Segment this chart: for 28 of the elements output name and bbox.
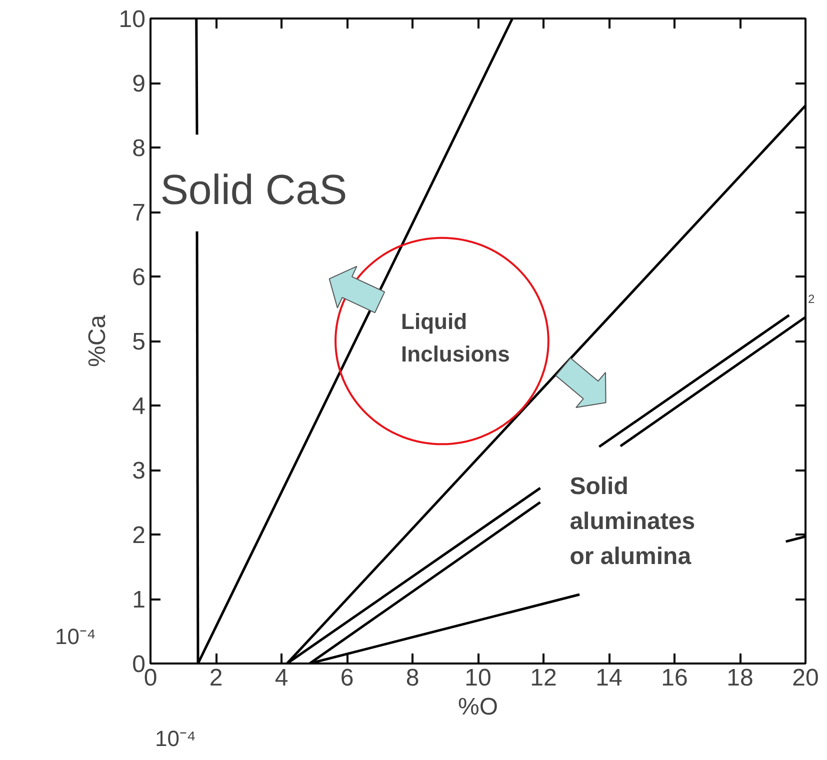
y-tick-label: 5 [132, 328, 146, 356]
y-tick-label: 4 [132, 393, 146, 420]
x-axis-title: %O [458, 694, 498, 720]
x-tick-label: 12 [530, 664, 557, 692]
x-tick-label: 10 [464, 664, 492, 692]
annotation: Liquid Inclusions [401, 309, 510, 367]
y-tick-label: 10 [118, 6, 146, 33]
x-tick-label: 2 [209, 664, 223, 692]
x-tick-label: 6 [340, 664, 354, 692]
y-tick-label: 2 [132, 522, 146, 549]
text: 10⁻⁴ [155, 725, 196, 752]
x-tick-label: 16 [661, 664, 688, 692]
text: 10⁻⁴ [55, 623, 96, 650]
x-tick-label: 4 [274, 664, 288, 692]
x-tick-label: 18 [726, 664, 754, 692]
y-tick-label: 1 [132, 586, 146, 614]
x-tick-label: 14 [596, 664, 622, 692]
annotation: Solid aluminates or alumina [570, 473, 696, 570]
x-tick-label: 8 [406, 664, 420, 692]
annotation: Solid CaS [160, 166, 348, 213]
x-tick-label: 20 [792, 664, 819, 692]
y-tick-label: 3 [132, 458, 146, 484]
y-tick-label: 7 [132, 200, 146, 226]
y-tick-label: 9 [132, 70, 146, 98]
y-tick-label: 8 [132, 135, 146, 162]
text: 2 [808, 292, 815, 306]
y-axis-title: %Ca [84, 314, 111, 368]
y-tick-label: 6 [132, 264, 146, 291]
